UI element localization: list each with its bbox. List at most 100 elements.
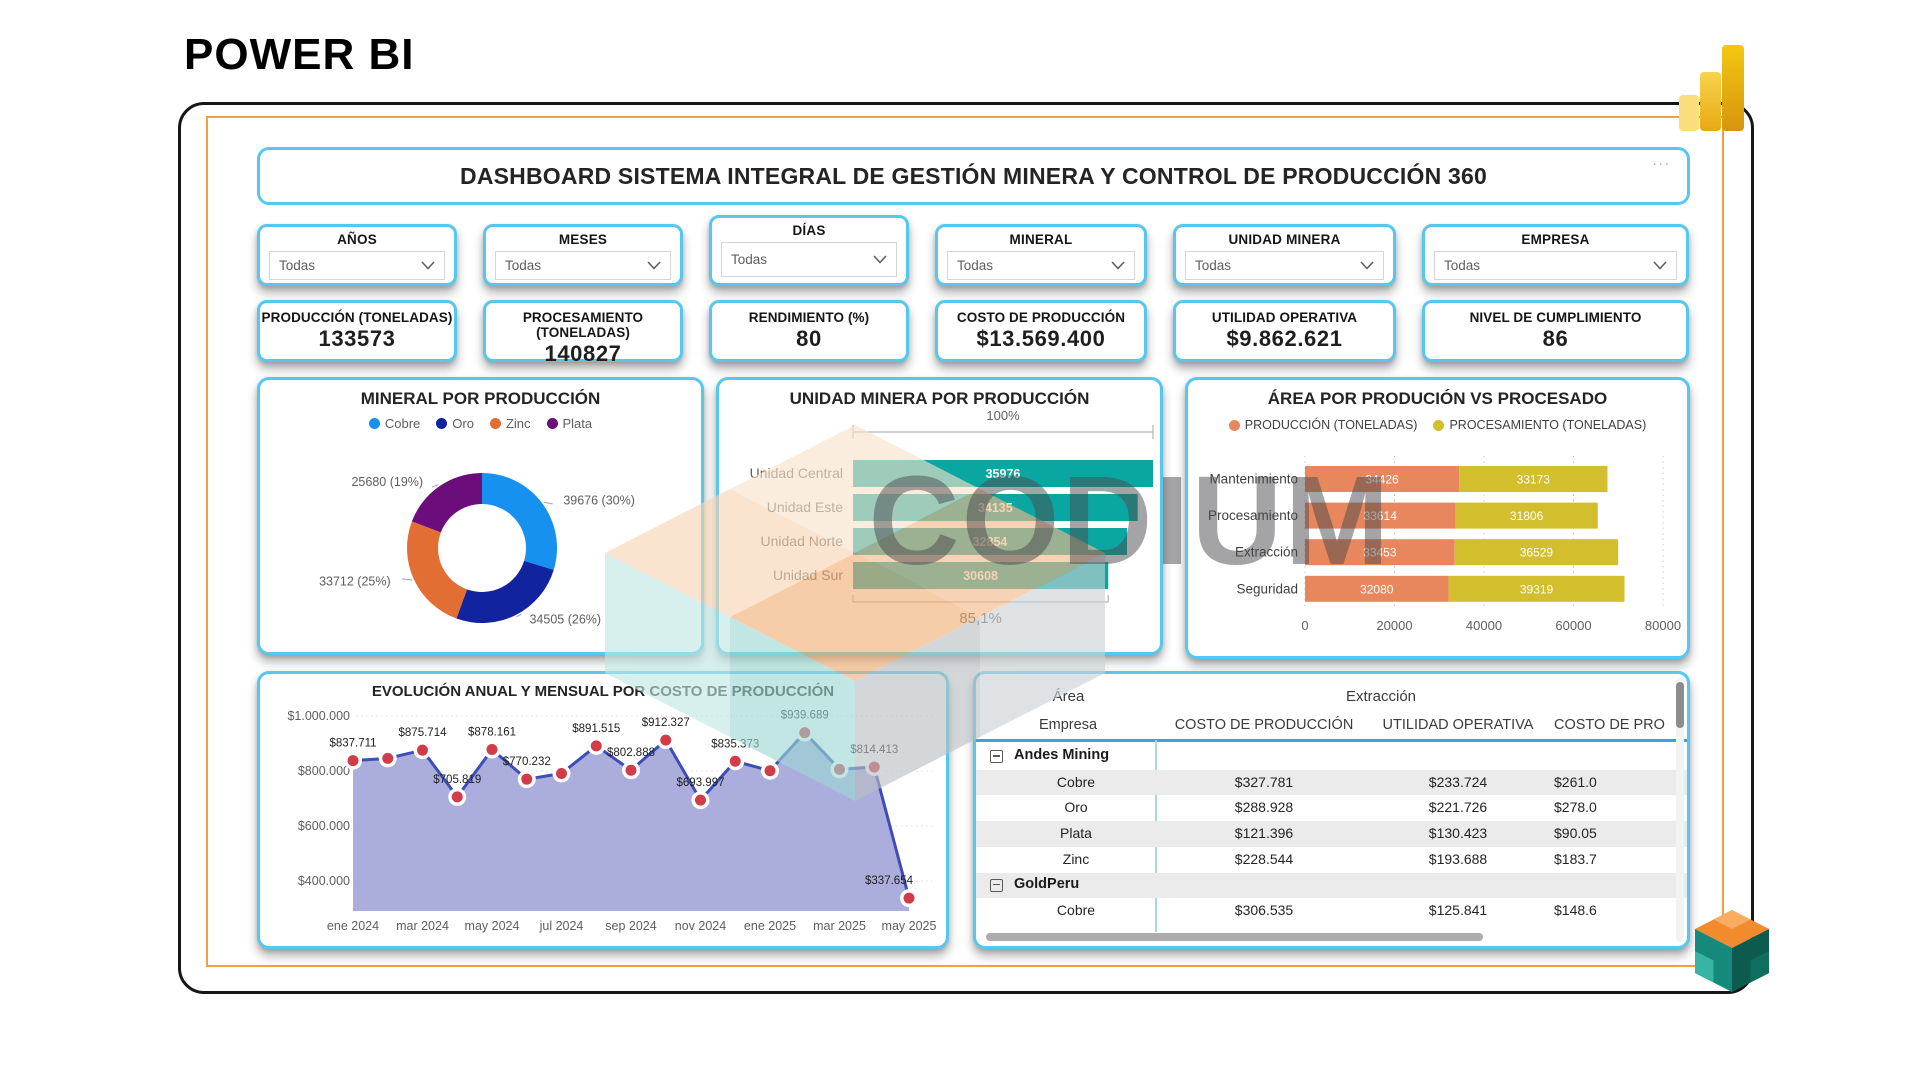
x-tick-label: mar 2024 bbox=[396, 919, 449, 933]
x-tick-label: nov 2024 bbox=[675, 919, 726, 933]
line-point-dic-2024[interactable] bbox=[729, 755, 741, 767]
row-label: Zinc bbox=[1062, 850, 1090, 867]
x-tick-label: may 2024 bbox=[465, 919, 520, 933]
filter-card-empresa: EMPRESA Todas bbox=[1422, 224, 1689, 286]
x-tick-label: 80000 bbox=[1645, 618, 1681, 633]
line-point-ago-2024[interactable] bbox=[590, 740, 602, 752]
cell-value: $228.544 bbox=[1234, 850, 1294, 867]
more-options-button[interactable]: ... bbox=[1652, 152, 1671, 169]
kpi-value: 140827 bbox=[544, 341, 622, 366]
powerbi-logo-icon bbox=[1679, 45, 1744, 131]
donut-slice-zinc[interactable] bbox=[407, 521, 468, 619]
kpi-value: $9.862.621 bbox=[1226, 326, 1343, 351]
line-point-mar-2025[interactable] bbox=[834, 763, 845, 775]
bar-category-label: Seguridad bbox=[1236, 581, 1298, 596]
filter-dropdown-anos[interactable]: Todas bbox=[269, 251, 445, 280]
horizontal-scrollbar[interactable] bbox=[986, 933, 1483, 941]
stacked-bar-mantenimiento-produccion-toneladas[interactable] bbox=[1305, 466, 1460, 492]
line-point-nov-2024[interactable] bbox=[695, 794, 706, 806]
bar-value-label: 34135 bbox=[978, 501, 1013, 515]
line-point-may-2025[interactable] bbox=[903, 892, 915, 904]
point-value-label: $891.515 bbox=[572, 723, 620, 735]
line-point-feb-2025[interactable] bbox=[799, 727, 811, 739]
line-point-oct-2024[interactable] bbox=[660, 734, 672, 746]
donut-callout-line bbox=[401, 578, 413, 581]
vertical-scrollbar-thumb[interactable] bbox=[1676, 682, 1684, 728]
table-row-group-andes-mining[interactable]: Andes Mining bbox=[976, 744, 1687, 770]
legend-label: Plata bbox=[562, 416, 593, 431]
line-point-sep-2024[interactable] bbox=[625, 764, 637, 776]
cell-value: $193.688 bbox=[1428, 850, 1488, 867]
legend-item-cobre[interactable]: Cobre bbox=[368, 416, 421, 431]
stacked-bar-mantenimiento-procesamiento-toneladas[interactable] bbox=[1459, 466, 1608, 492]
collapse-icon[interactable] bbox=[990, 750, 1003, 763]
cell-value: $233.724 bbox=[1428, 773, 1488, 790]
legend-item-oro[interactable]: Oro bbox=[436, 416, 474, 431]
axis-min-label: 85,1% bbox=[959, 610, 1002, 627]
line-point-ene-2025[interactable] bbox=[764, 765, 776, 777]
stacked-bar-extraccion-procesamiento-toneladas[interactable] bbox=[1454, 539, 1619, 566]
filter-dropdown-empresa[interactable]: Todas bbox=[1434, 251, 1677, 280]
donut-callout-line bbox=[431, 484, 439, 488]
table-row-cobre[interactable]: Cobre $306.535 $125.841 $148.6 bbox=[976, 898, 1687, 924]
x-tick-label: may 2025 bbox=[882, 919, 937, 933]
table-row-zinc[interactable]: Zinc $228.544 $193.688 $183.7 bbox=[976, 847, 1687, 873]
dashboard-title: DASHBOARD SISTEMA INTEGRAL DE GESTIÓN MI… bbox=[460, 162, 1487, 189]
table-row-plata[interactable]: Plata $121.396 $130.423 $90.05 bbox=[976, 821, 1687, 847]
stacked-bar-seguridad-procesamiento-toneladas[interactable] bbox=[1448, 575, 1625, 602]
filter-dropdown-unidad-minera[interactable]: Todas bbox=[1185, 251, 1384, 280]
filter-dropdown-mineral[interactable]: Todas bbox=[947, 251, 1135, 280]
chevron-down-icon bbox=[1653, 261, 1667, 270]
filter-label: EMPRESA bbox=[1521, 232, 1590, 247]
cell-value: $327.781 bbox=[1234, 773, 1294, 790]
stacked-bar-seguridad-produccion-toneladas[interactable] bbox=[1305, 575, 1449, 602]
row-label: Cobre bbox=[1056, 902, 1096, 919]
filter-card-anos: AÑOS Todas bbox=[257, 224, 457, 286]
kpi-card-produccion-toneladas: PRODUCCIÓN (TONELADAS) 133573 bbox=[257, 300, 457, 362]
donut-slice-oro[interactable] bbox=[456, 560, 554, 623]
line-point-may-2024[interactable] bbox=[486, 744, 498, 756]
unidad-bar-chart: 100% Unidad Central 35976 Unidad Este 34135 U… bbox=[750, 408, 1154, 627]
kpi-card-nivel-de-cumplimiento: NIVEL DE CUMPLIMIENTO 86 bbox=[1422, 300, 1689, 362]
legend-item-plata[interactable]: Plata bbox=[546, 416, 593, 431]
vertical-scrollbar-track[interactable] bbox=[1676, 678, 1684, 942]
table-row-oro[interactable]: Oro $288.928 $221.726 $278.0 bbox=[976, 795, 1687, 821]
legend-label: Cobre bbox=[384, 416, 421, 431]
area-stacked-bar-chart: 0 20000 40000 60000 80000 Mantenimiento 34426 3… bbox=[1208, 456, 1681, 633]
kpi-card-procesamiento-toneladas: PROCESAMIENTO (TONELADAS) 140827 bbox=[483, 300, 683, 366]
inner-frame bbox=[206, 116, 1724, 967]
segment-value-label: 33614 bbox=[1364, 509, 1398, 523]
cell-value: $261.0 bbox=[1554, 773, 1597, 790]
line-point-feb-2024[interactable] bbox=[382, 752, 394, 764]
legend-item-procesamiento-toneladas[interactable]: PROCESAMIENTO (TONELADAS) bbox=[1433, 418, 1646, 432]
legend-item-produccion-toneladas[interactable]: PRODUCCIÓN (TONELADAS) bbox=[1228, 418, 1417, 432]
stacked-bar-extraccion-produccion-toneladas[interactable] bbox=[1305, 539, 1455, 566]
table-row-cobre[interactable]: Cobre $327.781 $233.724 $261.0 bbox=[976, 769, 1687, 796]
cell-value: $183.7 bbox=[1554, 850, 1597, 867]
donut-slice-cobre[interactable] bbox=[482, 473, 557, 570]
line-point-abr-2025[interactable] bbox=[868, 761, 880, 773]
chart-title: EVOLUCIÓN ANUAL Y MENSUAL POR COSTO DE P… bbox=[371, 683, 835, 700]
stacked-bar-procesamiento-procesamiento-toneladas[interactable] bbox=[1455, 502, 1598, 529]
donut-slice-plata[interactable] bbox=[411, 473, 482, 533]
kpi-value: $13.569.400 bbox=[976, 326, 1106, 351]
line-point-mar-2024[interactable] bbox=[417, 744, 428, 756]
line-point-jul-2024[interactable] bbox=[556, 767, 567, 779]
stacked-bar-procesamiento-produccion-toneladas[interactable] bbox=[1305, 502, 1456, 529]
panel-evolucion-costo-produccion: EVOLUCIÓN ANUAL Y MENSUAL POR COSTO DE P… bbox=[257, 671, 949, 949]
collapse-icon[interactable] bbox=[990, 878, 1003, 892]
table-row-group-goldperu[interactable]: GoldPeru bbox=[976, 872, 1687, 899]
filter-dropdown-dias[interactable]: Todas bbox=[721, 242, 897, 277]
bar-category-label: Unidad Central bbox=[750, 465, 843, 481]
line-point-jun-2024[interactable] bbox=[521, 773, 533, 785]
legend-item-zinc[interactable]: Zinc bbox=[489, 416, 531, 431]
point-value-label: $939.689 bbox=[781, 710, 829, 722]
filter-value: Todas bbox=[1444, 258, 1481, 273]
line-point-ene-2024[interactable] bbox=[347, 755, 359, 767]
bar-value-label: 32854 bbox=[973, 535, 1008, 549]
filter-dropdown-meses[interactable]: Todas bbox=[495, 251, 671, 280]
line-point-abr-2024[interactable] bbox=[451, 791, 463, 803]
codium-logo-icon bbox=[1695, 910, 1769, 992]
donut-callout-label: 25680 (19%) bbox=[351, 475, 423, 489]
y-tick-label: $600.000 bbox=[298, 819, 350, 833]
